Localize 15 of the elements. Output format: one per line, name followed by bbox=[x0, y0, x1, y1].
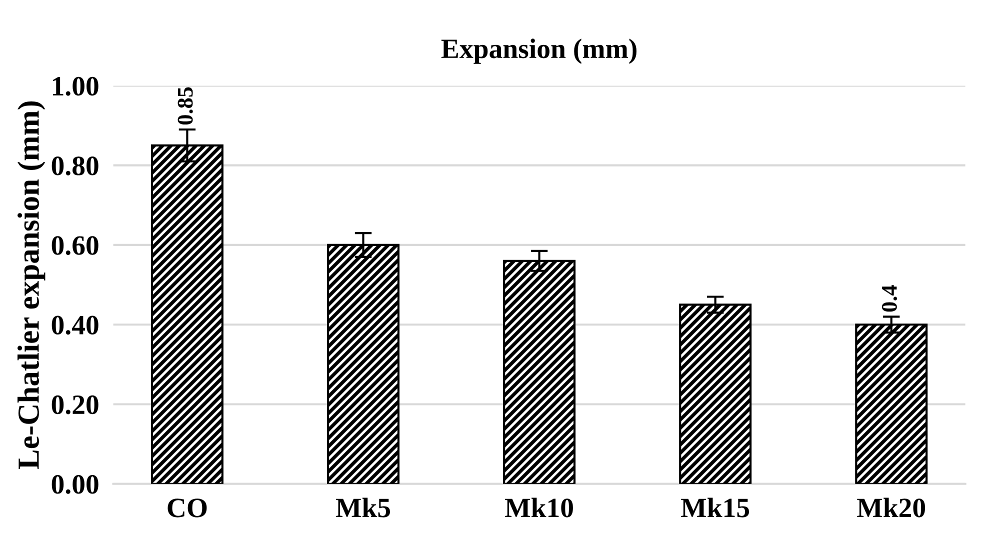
x-tick-label: Mk5 bbox=[336, 498, 390, 518]
y-tick-label: 0.00 bbox=[52, 475, 98, 494]
y-tick-label: 0.40 bbox=[52, 316, 98, 335]
y-axis-title: Le-Chatlier expansion (mm) bbox=[18, 101, 46, 470]
chart-title: Expansion (mm) bbox=[441, 38, 636, 64]
x-tick-label: Mk15 bbox=[681, 498, 750, 518]
x-tick-label: Mk10 bbox=[505, 498, 573, 518]
y-tick-label: 0.80 bbox=[52, 156, 98, 176]
data-label: 0.4 bbox=[882, 285, 898, 312]
data-label: 0.85 bbox=[178, 87, 193, 124]
y-tick-label: 1.00 bbox=[53, 76, 98, 96]
y-tick-label: 0.60 bbox=[52, 236, 98, 256]
x-tick-label: CO bbox=[168, 498, 207, 518]
y-tick-label: 0.20 bbox=[52, 395, 98, 414]
x-tick-label: Mk20 bbox=[857, 498, 926, 518]
